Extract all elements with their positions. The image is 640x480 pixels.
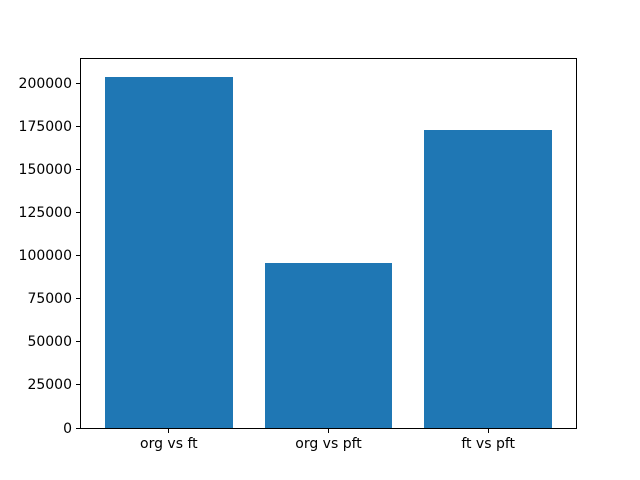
y-axis-tick-label: 75000: [27, 291, 72, 308]
bar-ft-vs-pft: [424, 129, 553, 428]
y-axis-tick: [76, 212, 81, 214]
y-axis-tick: [76, 126, 81, 128]
x-axis-tick: [168, 428, 170, 433]
y-axis-tick-label: 50000: [27, 334, 72, 351]
y-axis-tick: [76, 341, 81, 343]
y-axis-tick-label: 100000: [18, 248, 72, 265]
x-axis-tick-label: org vs pft: [295, 436, 362, 452]
y-axis-tick-label: 25000: [27, 377, 72, 394]
y-axis-tick-label: 150000: [18, 162, 72, 179]
y-axis-tick: [76, 255, 81, 257]
y-axis-tick-label: 125000: [18, 205, 72, 222]
bar-org-vs-ft: [104, 76, 233, 428]
x-axis-tick: [487, 428, 489, 433]
y-axis-tick-label: 200000: [18, 75, 72, 92]
x-axis-tick: [328, 428, 329, 433]
y-axis-tick: [76, 427, 81, 429]
bar-org-vs-pft: [264, 262, 393, 428]
x-axis-tick-label: org vs ft: [140, 436, 198, 452]
y-axis-tick-label: 175000: [18, 119, 72, 136]
y-axis-tick: [76, 298, 81, 300]
y-axis-tick: [76, 384, 81, 386]
plot-area: org vs ft org vs pft ft vs pft 0 25000 50000 7…: [19, 58, 577, 451]
x-axis-tick-label: ft vs pft: [461, 436, 516, 452]
y-axis-tick: [76, 82, 81, 84]
y-axis-tick-label: 0: [63, 420, 72, 437]
y-axis-tick: [76, 169, 81, 171]
